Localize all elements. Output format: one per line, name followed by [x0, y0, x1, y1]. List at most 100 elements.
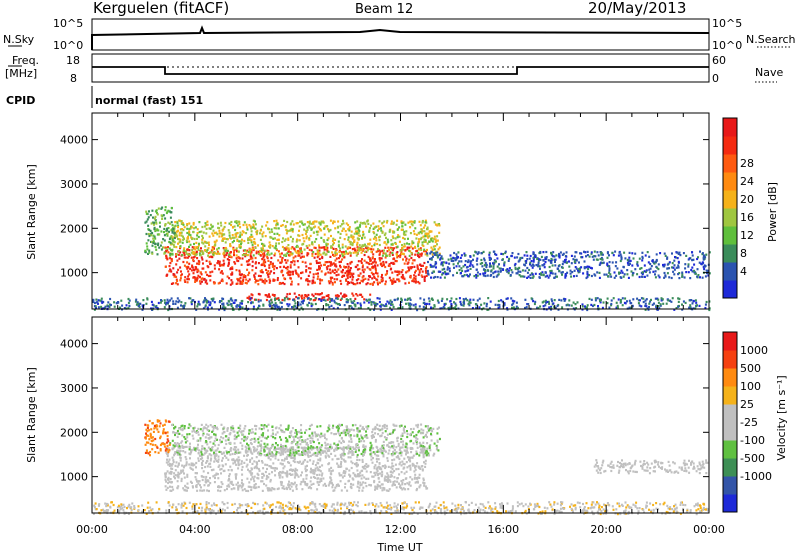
data-cell: [166, 273, 169, 276]
data-cell: [411, 262, 414, 265]
data-cell: [415, 237, 418, 240]
data-cell: [419, 484, 422, 487]
data-cell: [221, 237, 224, 241]
data-cell: [419, 247, 422, 250]
data-cell: [351, 477, 354, 480]
data-cell: [342, 227, 345, 231]
data-cell: [503, 264, 506, 267]
data-cell: [257, 298, 260, 301]
data-cell: [384, 280, 387, 283]
data-cell: [181, 222, 184, 225]
data-cell: [334, 238, 337, 241]
data-cell: [278, 447, 281, 450]
data-cell: [280, 483, 283, 487]
data-cell: [186, 278, 189, 281]
data-cell: [404, 282, 407, 285]
data-cell: [327, 463, 330, 466]
data-cell: [201, 238, 204, 241]
data-cell: [255, 425, 258, 428]
data-cell: [376, 470, 379, 473]
data-cell: [193, 463, 196, 466]
nsearch-tick-top: 10^5: [712, 17, 742, 30]
data-cell: [264, 454, 267, 457]
data-cell: [171, 253, 174, 256]
data-cell: [305, 477, 308, 480]
data-cell: [344, 482, 347, 485]
data-cell: [371, 277, 374, 280]
data-cell: [666, 256, 669, 259]
data-cell: [687, 263, 690, 266]
data-cell: [231, 241, 234, 244]
data-cell: [199, 254, 202, 257]
data-cell: [429, 257, 431, 261]
data-cell: [426, 272, 429, 275]
data-cell: [696, 304, 698, 307]
data-cell: [250, 451, 253, 454]
data-cell: [261, 480, 264, 483]
data-cell: [383, 249, 385, 252]
data-cell: [403, 463, 406, 466]
data-cell: [462, 304, 465, 307]
data-cell: [186, 261, 189, 264]
data-cell: [655, 305, 658, 308]
data-cell: [408, 258, 411, 261]
data-cell: [576, 301, 579, 304]
data-cell: [523, 263, 526, 266]
data-cell: [258, 293, 261, 296]
data-cell: [349, 485, 352, 488]
data-cell: [318, 252, 321, 255]
data-cell: [388, 230, 391, 233]
data-cell: [328, 468, 331, 471]
data-cell: [175, 235, 178, 238]
data-cell: [529, 263, 531, 266]
data-cell: [178, 219, 181, 222]
data-cell: [266, 467, 268, 471]
data-cell: [327, 250, 330, 253]
data-cell: [207, 274, 210, 278]
data-cell: [158, 221, 161, 224]
data-cell: [450, 259, 453, 262]
data-cell: [332, 253, 334, 256]
data-cell: [324, 273, 327, 276]
data-cell: [295, 272, 298, 275]
data-cell: [396, 251, 399, 254]
data-cell: [409, 464, 412, 467]
data-cell: [258, 469, 261, 472]
data-cell: [542, 264, 545, 267]
data-cell: [563, 299, 566, 302]
data-cell: [284, 248, 287, 251]
data-cell: [337, 457, 340, 460]
data-cell: [237, 448, 240, 451]
data-cell: [230, 447, 233, 450]
data-cell: [243, 239, 246, 243]
data-cell: [285, 254, 288, 257]
data-cell: [176, 279, 179, 283]
data-cell: [583, 260, 586, 263]
data-cell: [305, 265, 308, 268]
data-cell: [388, 229, 391, 232]
data-cell: [351, 242, 354, 245]
data-cell: [335, 444, 337, 447]
data-cell: [320, 221, 323, 224]
data-cell: [218, 262, 221, 265]
data-cell: [318, 473, 321, 476]
data-cell: [430, 297, 433, 301]
data-cell: [349, 451, 352, 454]
data-cell: [315, 272, 318, 275]
data-cell: [231, 281, 234, 284]
data-cell: [418, 454, 421, 457]
data-cell: [170, 211, 173, 214]
data-cell: [654, 273, 656, 276]
data-cell: [424, 485, 427, 488]
data-cell: [404, 255, 407, 258]
data-cell: [554, 272, 557, 275]
data-cell: [176, 259, 179, 262]
data-cell: [204, 271, 207, 274]
data-cell: [349, 435, 352, 438]
data-cell: [213, 455, 216, 458]
data-cell: [355, 461, 358, 465]
data-cell: [186, 223, 189, 226]
data-cell: [565, 251, 568, 254]
data-cell: [566, 303, 569, 306]
data-cell: [405, 257, 408, 260]
